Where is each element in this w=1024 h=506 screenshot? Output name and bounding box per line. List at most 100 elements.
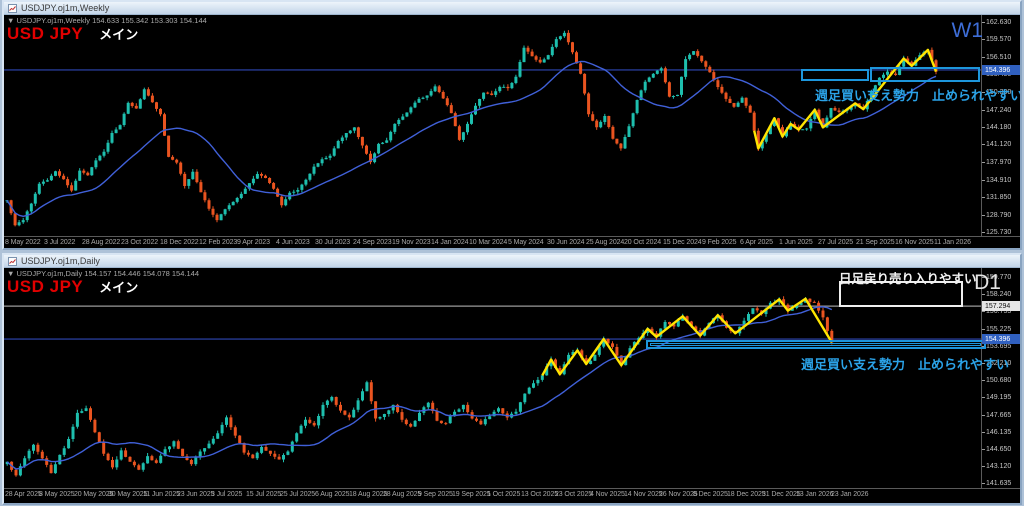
price-tick-label: 162.630 (981, 19, 1012, 26)
symbol-label: USD JPY (7, 277, 84, 296)
date-tick-label: 3 Jul 2025 (211, 491, 243, 498)
price-tick-label: 144.180 (981, 124, 1012, 131)
price-tick-label: 155.225 (981, 326, 1012, 333)
date-tick-label: 28 Apr 2025 (5, 491, 42, 498)
date-tick-label: 28 Aug 2022 (82, 239, 121, 246)
date-tick-label: 27 Jul 2025 (818, 239, 854, 246)
date-tick-label: 19 Sep 2025 (452, 491, 491, 498)
date-tick-label: 12 Feb 2023 (199, 239, 238, 246)
annotation-zone-box[interactable] (801, 69, 869, 81)
price-tick-label: 146.135 (981, 429, 1012, 436)
zigzag-trend-line (753, 48, 938, 150)
weekly-window-titlebar[interactable]: USDJPY.oj1m,Weekly (4, 2, 1020, 15)
weekly-ohlc-info: ▼ USDJPY.oj1m,Weekly 154.633 155.342 153… (7, 16, 207, 25)
annotation-zone-box[interactable] (650, 343, 981, 346)
date-tick-label: 23 Jun 2025 (177, 491, 215, 498)
date-tick-label: 16 Nov 2025 (895, 239, 934, 246)
date-tick-label: 15 Dec 2024 (663, 239, 702, 246)
symbol-note: メイン (99, 280, 139, 295)
weekly-chart-window: USDJPY.oj1m,Weekly ▼ USDJPY.oj1m,Weekly … (2, 0, 1022, 250)
date-tick-label: 31 Dec 2025 (762, 491, 801, 498)
price-axis-separator (981, 15, 982, 236)
date-axis-separator (4, 488, 1020, 489)
price-tick-label: 143.120 (981, 463, 1012, 470)
date-tick-label: 23 Oct 2025 (555, 491, 593, 498)
date-tick-label: 1 Oct 2025 (487, 491, 521, 498)
date-tick-label: 19 Nov 2023 (392, 239, 431, 246)
date-tick-label: 30 Jun 2024 (547, 239, 585, 246)
price-tick-label: 152.210 (981, 360, 1012, 367)
date-tick-label: 3 Jul 2022 (44, 239, 76, 246)
date-tick-label: 18 Dec 2025 (727, 491, 766, 498)
symbol-note: メイン (99, 27, 139, 42)
date-tick-label: 20 Oct 2024 (624, 239, 662, 246)
date-tick-label: 25 Jul 2025 (280, 491, 316, 498)
price-tick-label: 141.120 (981, 141, 1012, 148)
weekly-symbol-line: USD JPY メイン (7, 24, 138, 44)
date-tick-label: 9 Sep 2025 (418, 491, 453, 498)
daily-window-titlebar[interactable]: USDJPY.oj1m,Daily (4, 255, 1020, 268)
weekly-window-title: USDJPY.oj1m,Weekly (21, 3, 110, 13)
weekly-candles-plot (4, 30, 981, 227)
date-tick-label: 20 May 2025 (74, 491, 114, 498)
weekly-date-axis[interactable]: 8 May 2022 3 Jul 2022 28 Aug 2022 23 Oct 20… (4, 237, 1020, 248)
date-tick-label: 18 Aug 2025 (349, 491, 388, 498)
date-tick-label: 9 Feb 2025 (702, 239, 737, 246)
price-tick-label: 137.970 (981, 159, 1012, 166)
price-tick-label: 153.695 (981, 343, 1012, 350)
daily-window-title: USDJPY.oj1m,Daily (21, 256, 100, 266)
date-tick-label: 8 Dec 2025 (693, 491, 728, 498)
date-tick-label: 14 Jan 2024 (431, 239, 469, 246)
date-tick-label: 9 Apr 2023 (237, 239, 270, 246)
date-tick-label: 4 Nov 2025 (590, 491, 625, 498)
chart-icon (8, 256, 17, 266)
weekly-current-price-box: 154.396 (982, 65, 1020, 75)
annotation-zone-box[interactable] (839, 281, 963, 307)
price-tick-label: 125.730 (981, 229, 1012, 236)
date-tick-label: 15 Jul 2025 (246, 491, 282, 498)
price-tick-label: 156.755 (981, 308, 1012, 315)
daily-symbol-line: USD JPY メイン (7, 277, 138, 297)
daily-current-price-box: 154.396 (982, 334, 1020, 344)
date-tick-label: 26 Nov 2025 (659, 491, 698, 498)
price-tick-label: 147.240 (981, 107, 1012, 114)
timeframe-label-d1: D1 (974, 271, 1001, 294)
date-tick-label: 24 Sep 2023 (353, 239, 392, 246)
daily-ohlc-info: ▼ USDJPY.oj1m,Daily 154.157 154.446 154.… (7, 269, 200, 278)
date-tick-label: 8 May 2025 (39, 491, 75, 498)
price-tick-label: 147.665 (981, 412, 1012, 419)
chart-icon (8, 3, 17, 13)
annotation-zone-box[interactable] (646, 340, 986, 349)
up-candle-bodies (5, 32, 930, 226)
date-tick-label: 4 Jun 2023 (276, 239, 310, 246)
daily-date-axis[interactable]: 28 Apr 2025 8 May 2025 20 May 2025 30 May 2… (4, 489, 1020, 502)
weekly-chart-pane[interactable]: ▼ USDJPY.oj1m,Weekly 154.633 155.342 153… (4, 15, 1020, 248)
date-tick-label: 13 Oct 2025 (521, 491, 559, 498)
daily-chart-pane[interactable]: ▼ USDJPY.oj1m,Daily 154.157 154.446 154.… (4, 268, 1020, 503)
price-tick-label: 159.770 (981, 274, 1012, 281)
daily-candles-plot (4, 296, 981, 477)
price-tick-label: 128.790 (981, 212, 1012, 219)
date-tick-label: 23 Jan 2026 (831, 491, 869, 498)
symbol-label: USD JPY (7, 24, 84, 43)
date-tick-label: 11 Jan 2026 (934, 239, 971, 246)
date-tick-label: 30 Jul 2023 (315, 239, 351, 246)
daily-sell-entry-text: 日足戻り売り入りやすい (839, 272, 977, 286)
moving-average-line (6, 60, 937, 218)
price-tick-label: 134.910 (981, 177, 1012, 184)
annotation-zone-box[interactable] (870, 67, 980, 82)
zigzag-trend-line (541, 297, 833, 376)
price-tick-label: 158.240 (981, 291, 1012, 298)
date-tick-label: 28 Aug 2025 (383, 491, 422, 498)
daily-chart-window: USDJPY.oj1m,Daily ▼ USDJPY.oj1m,Daily 15… (2, 253, 1022, 505)
date-tick-label: 18 Dec 2022 (160, 239, 199, 246)
date-tick-label: 13 Jan 2026 (796, 491, 834, 498)
timeframe-label-w1: W1 (951, 19, 984, 42)
date-tick-label: 6 Apr 2025 (740, 239, 773, 246)
date-tick-label: 23 Oct 2022 (121, 239, 159, 246)
price-tick-label: 141.635 (981, 480, 1012, 487)
up-candle-wicks (6, 297, 806, 477)
price-tick-label: 150.680 (981, 377, 1012, 384)
date-tick-label: 10 Mar 2024 (469, 239, 508, 246)
